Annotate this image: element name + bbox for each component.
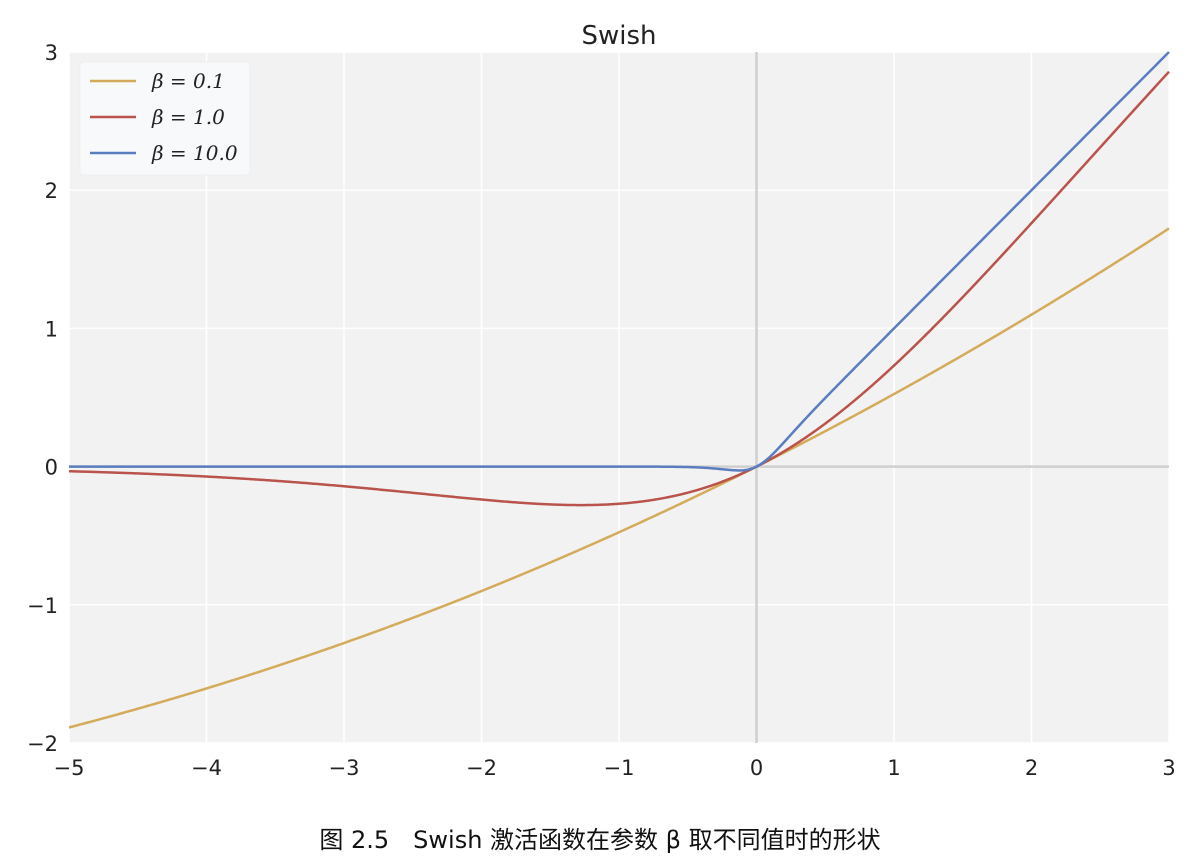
x-tick-label: 3 — [1162, 756, 1175, 780]
legend-label: β = 0.1 — [151, 69, 225, 93]
x-tick-label: −4 — [191, 756, 222, 780]
x-tick-label: 1 — [887, 756, 900, 780]
x-tick-label: 0 — [750, 756, 763, 780]
chart-title: Swish — [581, 21, 656, 51]
tick-labels: −5 −4 −3 −2 −1 0 1 2 3 −2 −1 0 1 2 3 — [27, 41, 1176, 780]
x-tick-label: −3 — [329, 756, 360, 780]
x-tick-label: −2 — [466, 756, 497, 780]
y-tick-label: 0 — [45, 456, 58, 480]
series-line-beta-10 — [69, 51, 1170, 472]
y-tick-label: 2 — [45, 179, 58, 203]
legend-label: β = 1.0 — [151, 105, 225, 129]
x-tick-label: −1 — [604, 756, 635, 780]
series-line-beta-1 — [68, 70, 1170, 507]
y-tick-label: 3 — [45, 41, 58, 65]
legend-box — [79, 61, 251, 176]
series-line-beta-0.1 — [68, 227, 1170, 729]
y-tick-label: −2 — [27, 732, 58, 756]
legend: β = 0.1 β = 1.0 β = 10.0 — [79, 61, 251, 176]
x-tick-label: −5 — [54, 756, 85, 780]
grid — [68, 51, 1170, 744]
y-tick-label: −1 — [27, 594, 58, 618]
legend-label: β = 10.0 — [151, 141, 238, 165]
y-tick-label: 1 — [45, 317, 58, 341]
x-tick-label: 2 — [1025, 756, 1038, 780]
figure-caption: 图 2.5 Swish 激活函数在参数 β 取不同值时的形状 — [319, 826, 881, 854]
series-lines — [68, 51, 1170, 729]
